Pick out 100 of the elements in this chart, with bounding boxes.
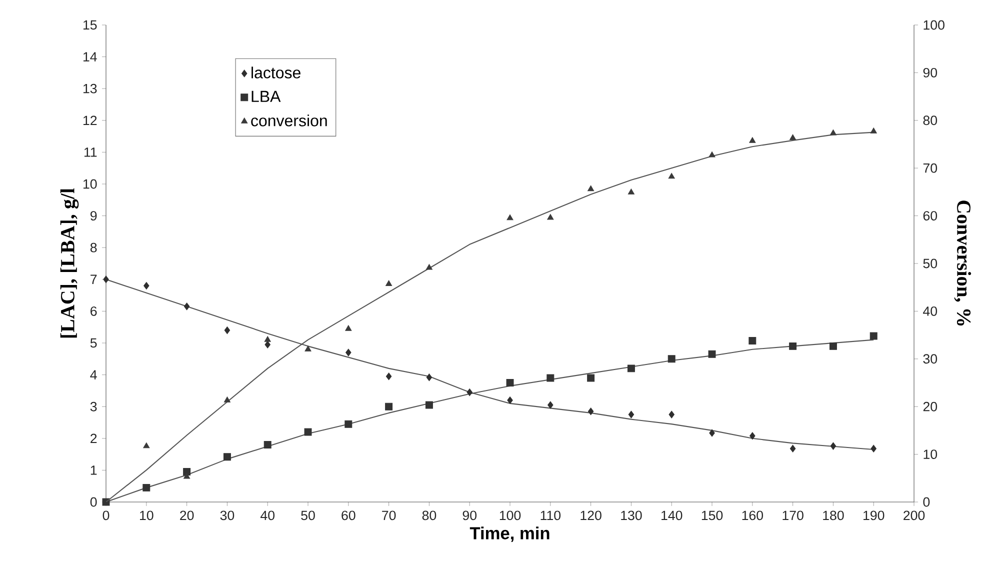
point bbox=[870, 332, 878, 340]
y-tick-label: 5 bbox=[90, 338, 97, 348]
x-tick-label: 40 bbox=[260, 510, 275, 520]
point bbox=[548, 401, 554, 409]
point bbox=[344, 420, 352, 428]
point bbox=[304, 428, 312, 436]
point bbox=[627, 364, 635, 372]
point bbox=[668, 172, 675, 179]
point bbox=[587, 374, 595, 382]
y-tick-label: 13 bbox=[83, 84, 97, 94]
x-tick-label: 80 bbox=[422, 510, 436, 520]
y2-tick-label: 60 bbox=[923, 211, 938, 221]
x-tick-label: 60 bbox=[342, 510, 356, 520]
point bbox=[708, 151, 716, 158]
y2-tick-label: 10 bbox=[924, 450, 938, 460]
y-tick-label: 2 bbox=[90, 434, 97, 444]
point bbox=[588, 185, 594, 192]
x-tick-label: 120 bbox=[580, 510, 602, 520]
point bbox=[184, 302, 190, 310]
point bbox=[426, 374, 432, 382]
point bbox=[264, 340, 270, 348]
point bbox=[102, 498, 110, 506]
point bbox=[546, 374, 554, 382]
y2-tick-label: 100 bbox=[924, 20, 944, 30]
point bbox=[142, 484, 150, 492]
point bbox=[668, 355, 676, 363]
x-tick-label: 140 bbox=[662, 510, 682, 520]
point bbox=[708, 350, 716, 358]
y-tick-label: 10 bbox=[83, 179, 97, 189]
point bbox=[385, 402, 393, 410]
point bbox=[426, 264, 432, 270]
point bbox=[386, 280, 392, 286]
point bbox=[506, 379, 514, 386]
x-tick-label: 90 bbox=[462, 510, 477, 520]
x-tick-label: 110 bbox=[540, 510, 561, 520]
y-tick-label: 1 bbox=[90, 466, 97, 475]
y2-tick-label: 90 bbox=[923, 68, 938, 78]
x-tick-label: 180 bbox=[823, 510, 844, 520]
point bbox=[507, 396, 513, 404]
x-tick-label: 50 bbox=[301, 510, 315, 520]
point bbox=[709, 429, 715, 437]
point bbox=[870, 128, 877, 134]
point bbox=[184, 472, 190, 479]
legend-label: conversion bbox=[251, 114, 327, 126]
y2-tick-label: 30 bbox=[923, 354, 938, 364]
legend-label: lactose bbox=[252, 66, 300, 78]
point bbox=[386, 372, 392, 380]
x-tick-label: 0 bbox=[102, 510, 110, 520]
point bbox=[264, 336, 271, 342]
point bbox=[749, 137, 756, 143]
point bbox=[830, 130, 836, 136]
y-tick-label: 8 bbox=[90, 242, 97, 252]
point bbox=[304, 346, 312, 352]
y-tick-label: 6 bbox=[90, 306, 97, 316]
point bbox=[103, 276, 109, 284]
y2-tick-label: 40 bbox=[923, 306, 938, 316]
point bbox=[748, 337, 756, 345]
point bbox=[425, 401, 433, 409]
y-tick-label: 7 bbox=[90, 274, 97, 284]
point bbox=[223, 453, 231, 461]
point bbox=[870, 444, 876, 452]
point bbox=[346, 348, 352, 356]
y2-tick-label: 20 bbox=[923, 402, 938, 412]
y2-tick-label: 80 bbox=[923, 116, 938, 126]
x-tick-label: 150 bbox=[702, 510, 723, 520]
x-tick-label: 70 bbox=[382, 510, 396, 520]
y-tick-label: 11 bbox=[84, 148, 97, 157]
legend-label: LBA bbox=[252, 90, 281, 102]
point bbox=[506, 214, 514, 220]
point bbox=[466, 388, 472, 396]
point bbox=[224, 396, 230, 402]
x-tick-label: 30 bbox=[220, 510, 234, 520]
point bbox=[224, 326, 230, 334]
y-tick-label: 0 bbox=[90, 497, 97, 507]
point bbox=[628, 410, 634, 418]
point bbox=[829, 342, 837, 350]
y2-tick-label: 0 bbox=[923, 497, 930, 507]
y-tick-label: 12 bbox=[83, 116, 97, 126]
x-tick-label: 160 bbox=[742, 510, 764, 520]
y-tick-label: 4 bbox=[90, 370, 97, 380]
point bbox=[628, 188, 634, 194]
point bbox=[790, 134, 796, 140]
x-tick-label: 20 bbox=[180, 510, 194, 520]
x-tick-label: 170 bbox=[782, 510, 804, 520]
point bbox=[547, 214, 554, 220]
point bbox=[345, 325, 352, 331]
x-tick-label: 130 bbox=[621, 510, 642, 520]
point bbox=[790, 444, 796, 452]
y-tick-label: 3 bbox=[90, 402, 97, 412]
point bbox=[264, 441, 272, 448]
x-tick-label: 100 bbox=[500, 510, 521, 520]
point bbox=[668, 410, 674, 418]
y2-tick-label: 50 bbox=[923, 258, 938, 268]
y2-axis-title: Conversion, % bbox=[954, 200, 972, 326]
y-tick-label: 9 bbox=[90, 211, 97, 221]
point bbox=[588, 408, 594, 416]
x-tick-label: 190 bbox=[864, 510, 884, 520]
point bbox=[144, 282, 150, 290]
x-axis-title: Time, min bbox=[470, 526, 550, 542]
point bbox=[750, 432, 756, 440]
